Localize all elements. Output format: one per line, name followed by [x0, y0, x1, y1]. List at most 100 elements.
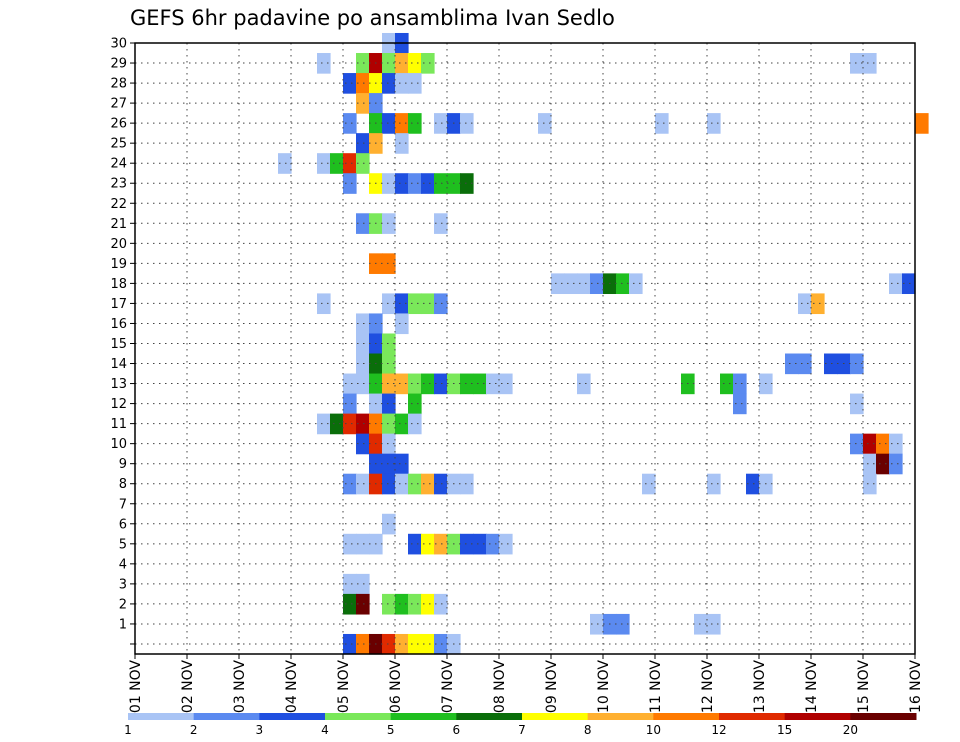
heatmap-cell — [460, 113, 474, 134]
heatmap-cell — [343, 413, 357, 435]
heatmap-cell — [616, 613, 630, 635]
heatmap-cell — [434, 633, 448, 655]
heatmap-cell — [317, 153, 331, 174]
heatmap-cell — [382, 213, 396, 234]
y-tick-label: 26 — [110, 117, 127, 132]
legend-swatch — [522, 713, 589, 720]
heatmap-cell — [850, 353, 864, 375]
heatmap-cell — [382, 53, 396, 74]
heatmap-cell — [395, 413, 409, 435]
heatmap-cell — [460, 533, 474, 555]
heatmap-cell — [343, 113, 357, 134]
heatmap-cell — [343, 593, 357, 615]
heatmap-cell — [395, 373, 409, 395]
x-tick-label: 06 NOV — [388, 660, 404, 714]
heatmap-cell — [408, 53, 422, 74]
heatmap-cell — [434, 293, 448, 315]
y-tick-label: 3 — [119, 577, 127, 592]
heatmap-cell — [408, 173, 422, 194]
y-tick-label: 10 — [110, 437, 127, 452]
legend-swatch — [456, 713, 523, 720]
legend-swatch — [259, 713, 326, 720]
heatmap-cell — [356, 333, 370, 355]
color-legend: 1 2 3 4 5 6 7 8 10 12 15 20 — [124, 713, 917, 737]
heatmap-cell — [356, 213, 370, 234]
legend-label: 4 — [321, 723, 329, 737]
heatmap-cell — [798, 293, 812, 315]
heatmap-cell — [356, 53, 370, 74]
gridlines — [135, 42, 915, 654]
x-tick-label: 05 NOV — [336, 660, 352, 714]
heatmap-cell — [629, 273, 643, 295]
x-tick-label: 11 NOV — [648, 660, 664, 714]
heatmap-cell — [902, 273, 916, 295]
legend-swatch — [784, 713, 851, 720]
x-tick-label: 03 NOV — [232, 660, 248, 714]
heatmap-cell — [577, 373, 591, 395]
heatmap-cell — [408, 633, 422, 655]
y-tick-label: 7 — [119, 497, 127, 512]
y-tick-label: 18 — [110, 277, 127, 292]
y-tick-label: 21 — [110, 217, 127, 232]
heatmap-cell — [863, 453, 877, 475]
heatmap-cell — [382, 393, 396, 415]
y-tick-label: 25 — [110, 137, 127, 152]
heatmap-cell — [278, 153, 292, 174]
y-tick-label: 4 — [119, 557, 127, 572]
heatmap-cell — [421, 633, 435, 655]
legend-label: 3 — [256, 723, 264, 737]
y-tick-label: 5 — [119, 537, 127, 552]
heatmap-cell — [811, 293, 825, 315]
heatmap-cell — [876, 453, 890, 475]
heatmap-cell — [408, 113, 422, 134]
y-tick-label: 22 — [110, 197, 127, 212]
heatmap-cell — [642, 473, 656, 495]
legend-swatch — [653, 713, 720, 720]
x-tick-label: 15 NOV — [856, 660, 872, 714]
heatmap-cell — [343, 633, 357, 655]
x-tick-label: 08 NOV — [492, 660, 508, 714]
heatmap-cell — [330, 153, 344, 174]
heatmap-cell — [473, 373, 487, 395]
legend-label: 1 — [124, 723, 132, 737]
legend-label: 2 — [190, 723, 198, 737]
heatmap-cell — [356, 93, 370, 114]
heatmap-cell — [434, 113, 448, 134]
heatmap-cell — [863, 53, 877, 74]
heatmap-cell — [356, 473, 370, 495]
heatmap-cell — [382, 433, 396, 455]
heatmap-cell — [395, 293, 409, 315]
y-tick-label: 29 — [110, 57, 127, 72]
legend-swatch — [719, 713, 786, 720]
heatmap-cell — [889, 433, 903, 455]
heatmap-cell — [434, 593, 448, 615]
heatmap-cell — [408, 593, 422, 615]
x-tick-label: 14 NOV — [804, 660, 820, 714]
legend-swatch — [850, 713, 917, 720]
heatmap-cell — [434, 173, 448, 194]
heatmap-cell — [356, 533, 370, 555]
heatmap-cell — [421, 593, 435, 615]
heatmap-cell — [356, 313, 370, 335]
heatmap-cell — [408, 373, 422, 395]
y-tick-label: 20 — [110, 237, 127, 252]
heatmap-cell — [395, 173, 409, 194]
x-tick-label: 10 NOV — [596, 660, 612, 714]
heatmap-cell — [356, 633, 370, 655]
heatmap-cell — [707, 613, 721, 635]
heatmap-cell — [382, 73, 396, 94]
heatmap-cell — [317, 413, 331, 435]
legend-swatch — [587, 713, 654, 720]
heatmap-cell — [343, 73, 357, 94]
heatmap-cell — [382, 633, 396, 655]
heatmap-cell — [395, 593, 409, 615]
plot-frame — [134, 42, 916, 655]
heatmap-cell — [746, 473, 760, 495]
heatmap-cell — [382, 373, 396, 395]
heatmap-cell — [655, 113, 669, 134]
heatmap-cell — [382, 413, 396, 435]
heatmap-cell — [590, 273, 604, 295]
heatmap-cell — [395, 133, 409, 154]
heatmap-cell — [343, 153, 357, 174]
